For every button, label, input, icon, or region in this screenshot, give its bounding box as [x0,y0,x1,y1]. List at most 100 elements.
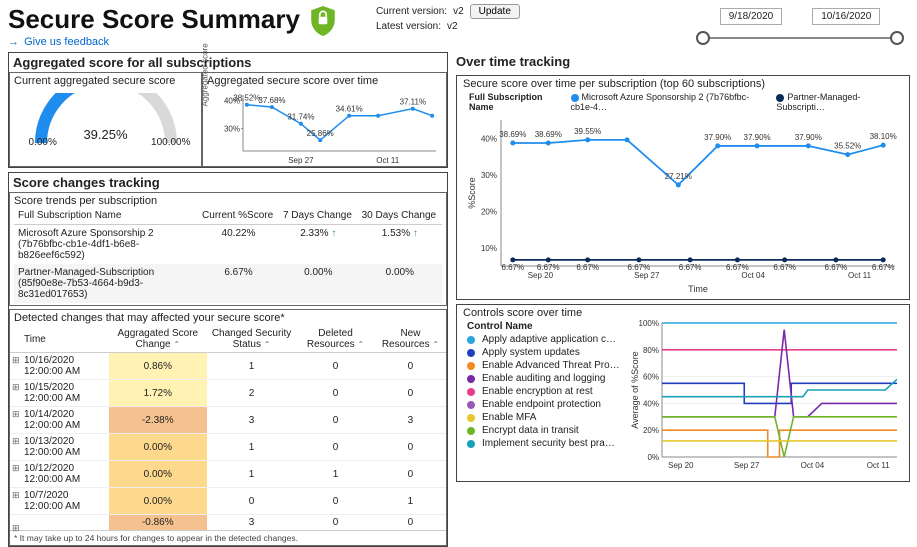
svg-text:Sep 27: Sep 27 [634,271,660,280]
svg-text:0%: 0% [647,453,659,462]
date-range-control[interactable]: 9/18/2020 10/16/2020 [695,8,905,45]
changes-col[interactable]: Changed Security Status ⌃ [207,326,296,353]
changes-col[interactable]: Deleted Resources ⌃ [296,326,375,353]
trends-col[interactable]: 30 Days Change [358,207,442,225]
update-button[interactable]: Update [470,4,520,19]
latest-version-value: v2 [447,21,458,32]
svg-text:6.67%: 6.67% [537,263,560,272]
table-row[interactable]: ⊞-0.86%300 [10,515,446,531]
agg-section-title: Aggregated score for all subscriptions [9,53,447,72]
controls-chart-panel: Controls score over time Control Name App… [456,304,910,482]
date-from-input[interactable]: 9/18/2020 [720,8,783,25]
table-row[interactable]: Partner-Managed-Subscription (85f90e8e-7… [14,264,442,303]
table-row[interactable]: ⊞10/16/2020 12:00:00 AM0.86%100 [10,353,446,380]
feedback-link[interactable]: Give us feedback [24,36,109,48]
trends-section-title: Score changes tracking [9,173,447,192]
svg-text:38.69%: 38.69% [535,130,562,139]
svg-text:6.67%: 6.67% [628,263,651,272]
svg-text:Oct 04: Oct 04 [741,271,765,280]
svg-text:Average of %Score: Average of %Score [630,351,640,428]
changes-col[interactable]: New Resources ⌃ [375,326,446,353]
changes-col[interactable]: Aggragated Score Change ⌃ [109,326,207,353]
gauge-title: Current aggregated secure score [14,75,197,87]
legend-item[interactable]: Implement security best pra… [467,438,624,449]
svg-text:6.67%: 6.67% [825,263,848,272]
changes-title: Detected changes that may affected your … [10,310,446,326]
svg-text:20%: 20% [481,207,497,216]
expand-icon[interactable]: ⊞ [12,490,20,501]
legend-item[interactable]: Enable MFA [467,412,624,423]
svg-text:Sep 27: Sep 27 [734,461,760,470]
legend-item[interactable]: Enable auditing and logging [467,373,624,384]
svg-text:38.10%: 38.10% [870,132,897,141]
svg-text:6.67%: 6.67% [679,263,702,272]
date-range-slider[interactable] [700,31,900,45]
svg-text:%Score: %Score [467,177,477,209]
controls-title: Controls score over time [463,307,903,319]
svg-text:37.68%: 37.68% [258,96,285,105]
legend-item[interactable]: Apply system updates [467,347,624,358]
svg-text:38.69%: 38.69% [499,130,526,139]
trends-sub-title: Score trends per subscription [14,195,442,207]
trends-col[interactable]: 7 Days Change [279,207,358,225]
legend-item[interactable]: Enable Advanced Threat Pro… [467,360,624,371]
changes-col[interactable]: Time [10,326,109,353]
expand-icon[interactable]: ⊞ [12,355,20,366]
svg-text:40%: 40% [643,399,659,408]
legend-item[interactable]: Partner-Managed-Subscripti… [776,92,897,112]
svg-text:37.90%: 37.90% [795,133,822,142]
legend-item[interactable]: Enable encryption at rest [467,386,624,397]
svg-text:60%: 60% [643,373,659,382]
svg-text:25.86%: 25.86% [307,129,334,138]
overtime-chart-title: Secure score over time per subscription … [463,78,903,90]
svg-text:Time: Time [688,284,708,294]
arrow-right-icon: → [8,36,19,48]
current-version-value: v2 [453,6,464,17]
expand-icon[interactable]: ⊞ [12,463,20,474]
spark-title: Aggregated secure score over time [207,75,442,87]
trends-table: Full Subscription NameCurrent %Score7 Da… [14,207,442,303]
changes-footnote: * It may take up to 24 hours for changes… [10,530,446,545]
slider-thumb-start[interactable] [696,31,710,45]
svg-text:20%: 20% [643,426,659,435]
table-row[interactable]: ⊞10/12/2020 12:00:00 AM0.00%110 [10,461,446,488]
svg-text:Sep 20: Sep 20 [528,271,554,280]
legend-item[interactable]: Apply adaptive application c… [467,334,624,345]
trends-col[interactable]: Current %Score [198,207,279,225]
spark-yaxis-label: Aggregated score [201,43,210,106]
table-row[interactable]: ⊞10/14/2020 12:00:00 AM-2.38%303 [10,407,446,434]
date-to-input[interactable]: 10/16/2020 [812,8,880,25]
svg-text:38.52%: 38.52% [233,94,260,103]
svg-text:37.90%: 37.90% [704,133,731,142]
table-row[interactable]: ⊞10/15/2020 12:00:00 AM1.72%200 [10,380,446,407]
svg-text:10%: 10% [481,244,497,253]
legend-item[interactable]: Enable endpoint protection [467,399,624,410]
svg-text:6.67%: 6.67% [872,263,895,272]
table-row[interactable]: ⊞10/13/2020 12:00:00 AM0.00%100 [10,434,446,461]
current-version-label: Current version: [376,6,447,17]
controls-legend-label: Control Name [467,321,533,332]
expand-icon[interactable]: ⊞ [12,409,20,420]
gauge-min: 0.00% [29,137,57,148]
table-row[interactable]: ⊞10/7/2020 12:00:00 AM0.00%001 [10,488,446,515]
overtime-section-title: Over time tracking [456,52,910,71]
svg-text:80%: 80% [643,346,659,355]
svg-text:6.67%: 6.67% [576,263,599,272]
page-title: Secure Score Summary [8,4,300,35]
gauge-panel: Current aggregated secure score 39.25% 0… [9,72,202,167]
shield-icon [310,6,336,36]
expand-icon[interactable]: ⊞ [12,523,20,534]
svg-text:30%: 30% [481,171,497,180]
legend-item[interactable]: Microsoft Azure Sponsorship 2 (7b76bfbc-… [571,92,767,112]
legend-item[interactable]: Encrypt data in transit [467,425,624,436]
table-row[interactable]: Microsoft Azure Sponsorship 2 (7b76bfbc-… [14,225,442,265]
trends-col[interactable]: Full Subscription Name [14,207,198,225]
overtime-legend-label: Full Subscription Name [469,92,561,112]
slider-thumb-end[interactable] [890,31,904,45]
svg-text:39.55%: 39.55% [574,127,601,136]
svg-text:Sep 20: Sep 20 [668,461,694,470]
expand-icon[interactable]: ⊞ [12,382,20,393]
svg-text:Oct 11: Oct 11 [848,271,872,280]
svg-text:27.21%: 27.21% [665,172,692,181]
expand-icon[interactable]: ⊞ [12,436,20,447]
